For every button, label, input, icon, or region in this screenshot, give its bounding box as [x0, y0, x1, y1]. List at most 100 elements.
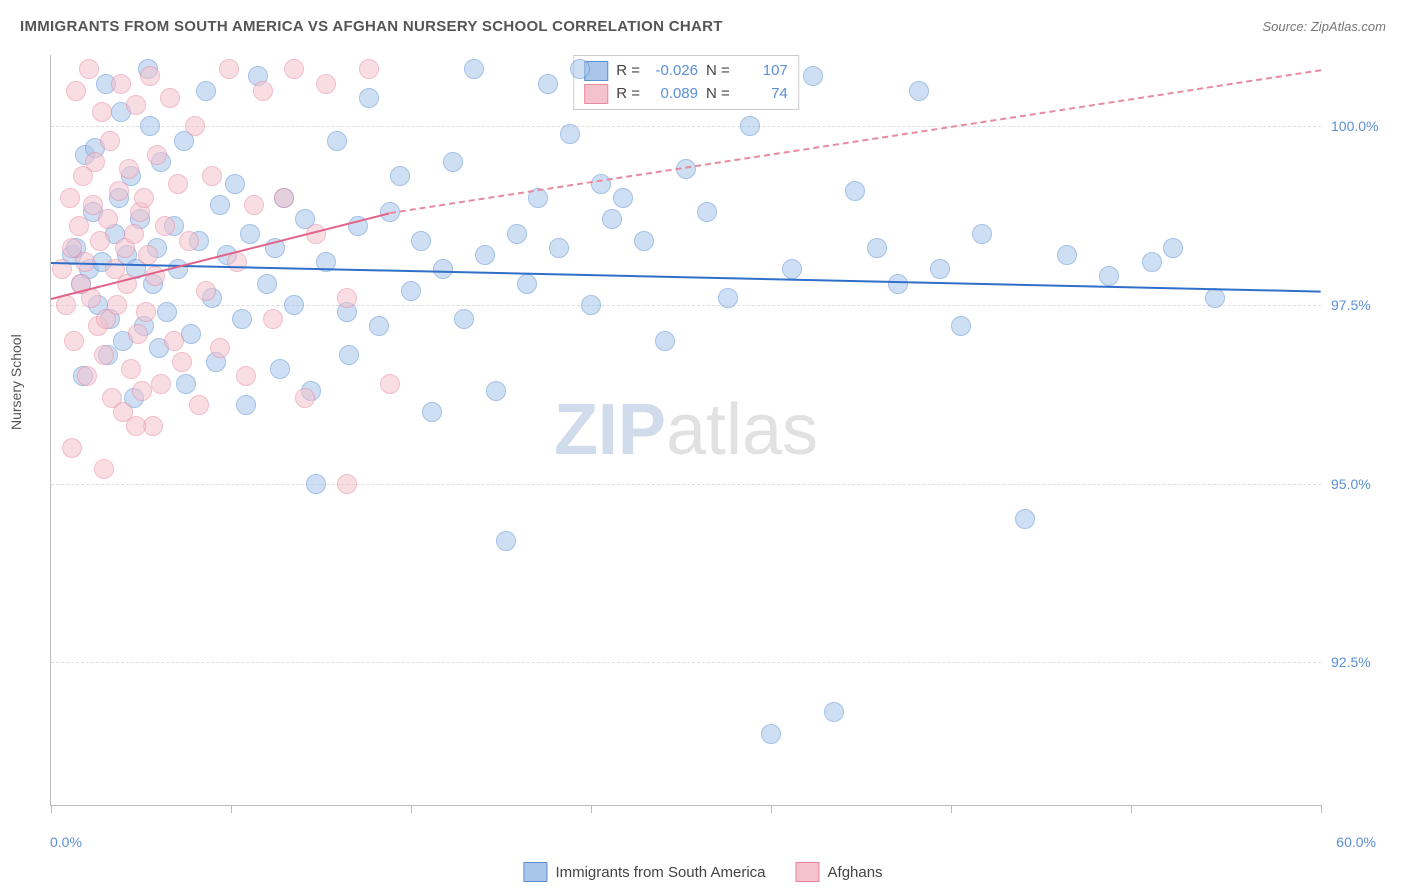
- data-point: [845, 181, 865, 201]
- data-point: [972, 224, 992, 244]
- data-point: [1163, 238, 1183, 258]
- trend-line: [51, 262, 1321, 293]
- data-point: [888, 274, 908, 294]
- source-attribution: Source: ZipAtlas.com: [1262, 19, 1386, 34]
- data-point: [339, 345, 359, 365]
- data-point: [613, 188, 633, 208]
- data-point: [486, 381, 506, 401]
- legend-swatch: [796, 862, 820, 882]
- data-point: [111, 74, 131, 94]
- data-point: [202, 166, 222, 186]
- x-tick: [771, 805, 772, 813]
- y-tick-label: 100.0%: [1331, 118, 1391, 134]
- data-point: [1142, 252, 1162, 272]
- data-point: [240, 224, 260, 244]
- data-point: [121, 359, 141, 379]
- data-point: [232, 309, 252, 329]
- gridline: [51, 305, 1321, 306]
- data-point: [422, 402, 442, 422]
- data-point: [69, 216, 89, 236]
- data-point: [803, 66, 823, 86]
- data-point: [359, 59, 379, 79]
- data-point: [655, 331, 675, 351]
- y-tick-label: 92.5%: [1331, 654, 1391, 670]
- data-point: [176, 374, 196, 394]
- data-point: [263, 309, 283, 329]
- x-tick: [1131, 805, 1132, 813]
- data-point: [951, 316, 971, 336]
- data-point: [284, 295, 304, 315]
- data-point: [369, 316, 389, 336]
- data-point: [98, 209, 118, 229]
- gridline: [51, 662, 1321, 663]
- stats-legend-row: R = -0.026 N = 107: [584, 60, 788, 83]
- data-point: [172, 352, 192, 372]
- data-point: [157, 302, 177, 322]
- y-tick-label: 97.5%: [1331, 297, 1391, 313]
- x-tick: [231, 805, 232, 813]
- data-point: [538, 74, 558, 94]
- r-value: 0.089: [648, 83, 698, 106]
- legend-label: Afghans: [828, 864, 883, 881]
- data-point: [284, 59, 304, 79]
- data-point: [496, 531, 516, 551]
- data-point: [380, 374, 400, 394]
- data-point: [100, 131, 120, 151]
- data-point: [227, 252, 247, 272]
- data-point: [107, 295, 127, 315]
- scatter-chart: ZIPatlas R =-0.026N =107R =0.089N =74 92…: [50, 55, 1321, 806]
- data-point: [132, 381, 152, 401]
- data-point: [210, 338, 230, 358]
- data-point: [581, 295, 601, 315]
- data-point: [560, 124, 580, 144]
- data-point: [196, 81, 216, 101]
- data-point: [930, 259, 950, 279]
- x-tick: [951, 805, 952, 813]
- data-point: [92, 102, 112, 122]
- n-label: N =: [706, 60, 730, 83]
- data-point: [126, 95, 146, 115]
- data-point: [761, 724, 781, 744]
- x-tick: [591, 805, 592, 813]
- data-point: [236, 366, 256, 386]
- data-point: [85, 152, 105, 172]
- y-tick-label: 95.0%: [1331, 476, 1391, 492]
- data-point: [62, 438, 82, 458]
- r-value: -0.026: [648, 60, 698, 83]
- data-point: [179, 231, 199, 251]
- data-point: [128, 324, 148, 344]
- data-point: [77, 366, 97, 386]
- data-point: [867, 238, 887, 258]
- data-point: [295, 388, 315, 408]
- x-tick: [51, 805, 52, 813]
- data-point: [64, 331, 84, 351]
- data-point: [549, 238, 569, 258]
- r-label: R =: [616, 60, 640, 83]
- data-point: [124, 224, 144, 244]
- data-point: [155, 216, 175, 236]
- n-value: 107: [738, 60, 788, 83]
- x-tick: [1321, 805, 1322, 813]
- data-point: [236, 395, 256, 415]
- watermark: ZIPatlas: [554, 389, 818, 471]
- data-point: [475, 245, 495, 265]
- chart-header: IMMIGRANTS FROM SOUTH AMERICA VS AFGHAN …: [20, 18, 1386, 35]
- data-point: [390, 166, 410, 186]
- data-point: [219, 59, 239, 79]
- data-point: [196, 281, 216, 301]
- legend-item: Immigrants from South America: [523, 862, 765, 882]
- data-point: [140, 66, 160, 86]
- data-point: [464, 59, 484, 79]
- data-point: [337, 288, 357, 308]
- data-point: [602, 209, 622, 229]
- data-point: [740, 116, 760, 136]
- data-point: [591, 174, 611, 194]
- x-axis-max-label: 60.0%: [1336, 834, 1376, 850]
- data-point: [126, 416, 146, 436]
- data-point: [210, 195, 230, 215]
- data-point: [168, 174, 188, 194]
- data-point: [160, 88, 180, 108]
- legend-item: Afghans: [796, 862, 883, 882]
- data-point: [136, 302, 156, 322]
- r-label: R =: [616, 83, 640, 106]
